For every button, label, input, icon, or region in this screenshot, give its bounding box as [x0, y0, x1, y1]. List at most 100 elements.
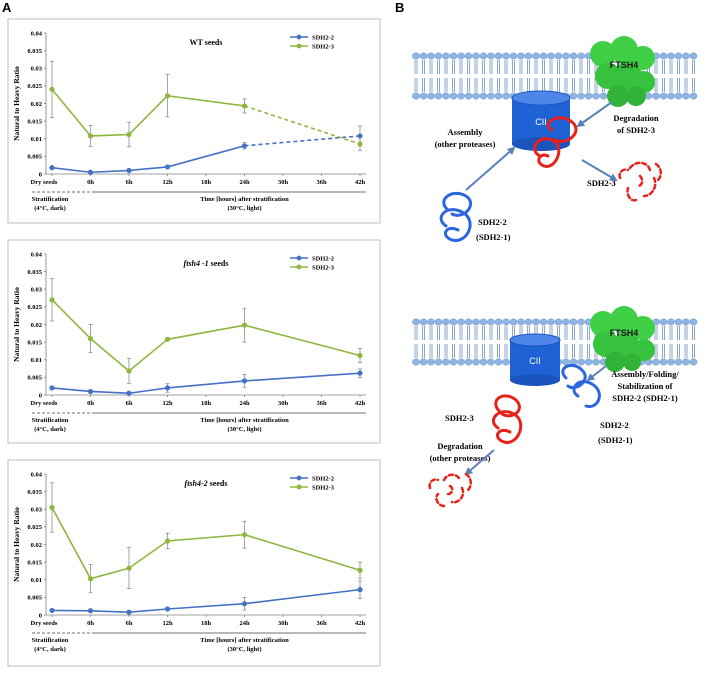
chart-frame-wt — [7, 18, 381, 224]
x-tick-label: 30h — [278, 400, 289, 407]
data-point-sdh2-3 — [126, 368, 132, 374]
assembly-label-top-1: Assembly — [448, 127, 484, 137]
data-point-sdh2-3 — [241, 103, 248, 109]
series-line-sdh2-3 — [167, 94, 245, 107]
sdh2-2-label-bottom-1: SDH2-2 — [600, 420, 629, 430]
cii-label-top: CII — [535, 117, 547, 127]
lipid-head — [569, 318, 578, 326]
series-line-sdh2-3 — [89, 337, 130, 372]
lipid-head — [599, 92, 608, 100]
data-point-sdh2-3 — [126, 565, 132, 571]
chart-title-genotype: ftsh4-2 — [185, 479, 208, 488]
degraded-fragments-bottom — [428, 472, 472, 508]
lipid-head — [659, 318, 668, 326]
lipid-head — [502, 92, 510, 100]
chart-title-suffix: seeds — [209, 259, 229, 268]
x-tick-label: 0h — [87, 620, 94, 627]
arrow-ftsh4-to-sdh2-2 — [586, 365, 607, 382]
arrow-assembly-top — [465, 146, 516, 191]
time-label: Time [hours] after stratification — [200, 417, 289, 424]
lipid-head — [419, 92, 428, 100]
assembly-label-bottom-3: SDH2-2 (SDH2-1) — [612, 393, 678, 403]
time-condition: (30°C, light) — [227, 205, 261, 212]
data-point-sdh2-2 — [49, 607, 55, 614]
lipid-head — [449, 92, 458, 100]
sdh2-2-label-top-1: SDH2-2 — [478, 217, 507, 227]
y-tick-label: 0.04 — [31, 471, 43, 478]
data-point-sdh2-2 — [49, 385, 55, 391]
y-tick-label: 0.04 — [31, 251, 43, 258]
lipid-head — [487, 52, 495, 60]
lipid-head — [689, 52, 698, 60]
stratification-label: Stratification — [32, 417, 69, 424]
lipid-head — [419, 52, 428, 60]
data-point-sdh2-3 — [357, 141, 363, 147]
x-tick-label: 30h — [278, 179, 289, 186]
lipid-head — [442, 92, 450, 100]
data-point-sdh2-2 — [126, 167, 132, 174]
data-point-sdh2-2 — [87, 169, 94, 175]
x-tick-label: 6h — [126, 400, 133, 407]
lipid-head — [434, 318, 443, 326]
y-tick-label: 0 — [39, 171, 42, 178]
lipid-head — [419, 358, 428, 366]
diagram-bottom: CII FTSH4 Assembly/Folding/ Stabilizatio… — [412, 306, 698, 508]
legend-marker — [296, 475, 302, 481]
series-line-sdh2-3 — [51, 507, 92, 580]
chart-title: ftsh4-2 seeds — [185, 479, 228, 488]
y-tick-label: 0.035 — [27, 269, 42, 276]
lipid-head — [689, 318, 698, 326]
y-tick-label: 0.015 — [27, 118, 42, 125]
series-line-sdh2-2 — [244, 135, 361, 147]
data-point-sdh2-2 — [87, 608, 94, 614]
y-tick-label: 0.01 — [31, 357, 42, 364]
lipid-head — [569, 52, 578, 60]
legend-label: SDH2-2 — [312, 475, 334, 482]
series-line-sdh2-2 — [90, 169, 130, 174]
degradation-label-bottom-1: Degradation — [437, 441, 483, 451]
lipid-head — [539, 318, 548, 326]
series-line-sdh2-2 — [167, 380, 245, 389]
data-point-sdh2-3 — [49, 504, 55, 511]
lipid-head — [689, 92, 698, 100]
y-tick-label: 0.02 — [31, 101, 42, 108]
lipid-head — [487, 92, 495, 100]
lipid-head — [449, 52, 458, 60]
legend-marker — [296, 34, 302, 40]
lipid-head — [427, 92, 435, 100]
chart-ftsh4-2-seeds: 0 0.005 0.01 0.015 0.02 0.025 0.03 0.035 0.04 Dry… — [12, 471, 366, 653]
data-point-sdh2-2 — [126, 609, 132, 615]
data-point-sdh2-2 — [241, 378, 248, 384]
data-point-sdh2-3 — [164, 538, 171, 544]
lipid-head — [682, 92, 690, 100]
cii-complex-top: CII — [511, 90, 571, 151]
legend-marker — [296, 43, 302, 49]
ftsh4-top: FTSH4 — [590, 36, 655, 107]
lipid-head — [412, 358, 420, 366]
x-tick-label: 42h — [355, 620, 366, 627]
lipid-head — [427, 52, 435, 60]
series-line-sdh2-2 — [244, 372, 361, 382]
series-line-sdh2-3 — [244, 324, 361, 357]
series-line-sdh2-2 — [167, 602, 245, 610]
x-tick-label: 30h — [278, 620, 289, 627]
series-line-sdh2-2 — [244, 588, 361, 605]
legend-label: SDH2-3 — [312, 264, 335, 271]
lipid-head — [659, 52, 668, 60]
legend-marker — [296, 484, 302, 490]
y-tick-label: 0 — [39, 392, 42, 399]
lipid-head — [464, 358, 473, 366]
degraded-fragments-top — [618, 161, 662, 202]
lipid-head — [442, 358, 450, 366]
time-condition: (30°C, light) — [227, 426, 261, 433]
lipid-head — [674, 318, 683, 326]
series-line-sdh2-2 — [167, 145, 245, 168]
sdh2-2-label-bottom-2: (SDH2-1) — [598, 435, 633, 445]
y-tick-label: 0.015 — [27, 559, 42, 566]
series-line-sdh2-2 — [90, 609, 130, 613]
lipid-head — [427, 318, 435, 326]
x-tick-label: 24h — [239, 620, 250, 627]
degradation-label-bottom-2: (other proteases) — [430, 453, 491, 463]
series-line-sdh2-3 — [51, 88, 92, 137]
stratification-condition: (4°C, dark) — [34, 426, 66, 433]
